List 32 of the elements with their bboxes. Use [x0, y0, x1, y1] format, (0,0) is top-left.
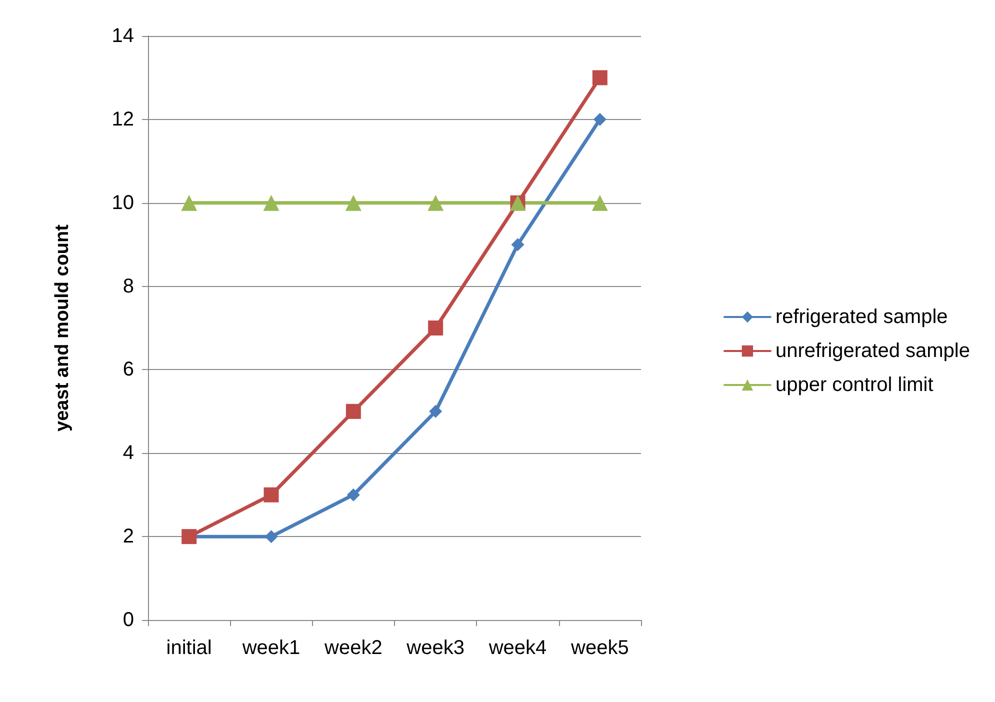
x-tick-label: week3	[406, 637, 464, 659]
point	[181, 194, 198, 211]
legend-label: unrefrigerated sample	[775, 340, 970, 362]
y-tick-label: 8	[122, 275, 134, 298]
y-tick-label: 14	[112, 25, 134, 47]
x-tick-label: week1	[241, 637, 300, 659]
legend-label: refrigerated sample	[775, 306, 948, 328]
point	[592, 70, 608, 86]
y-tick-label: 10	[112, 192, 134, 214]
legend-label: upper control limit	[775, 374, 934, 396]
x-tick-label: week4	[488, 637, 547, 659]
x-tick-label: initial	[166, 637, 212, 659]
point	[263, 194, 280, 211]
point	[593, 112, 606, 126]
x-tick-label: week5	[570, 637, 629, 659]
point	[264, 487, 279, 502]
point	[511, 238, 524, 252]
y-tick-label: 2	[122, 526, 134, 548]
point	[429, 404, 442, 418]
y-tick-label: 4	[122, 442, 134, 464]
point	[264, 530, 278, 544]
point	[428, 194, 444, 211]
point	[345, 194, 362, 211]
point	[346, 488, 360, 502]
point	[428, 320, 444, 336]
point	[346, 404, 361, 419]
y-tick-label: 6	[122, 358, 134, 381]
x-tick-label: week2	[324, 637, 382, 659]
point	[592, 194, 608, 211]
y-tick-label: 0	[122, 609, 134, 631]
y-tick-label: 12	[112, 108, 134, 130]
y-axis-title: yeast and mould count	[52, 224, 73, 432]
